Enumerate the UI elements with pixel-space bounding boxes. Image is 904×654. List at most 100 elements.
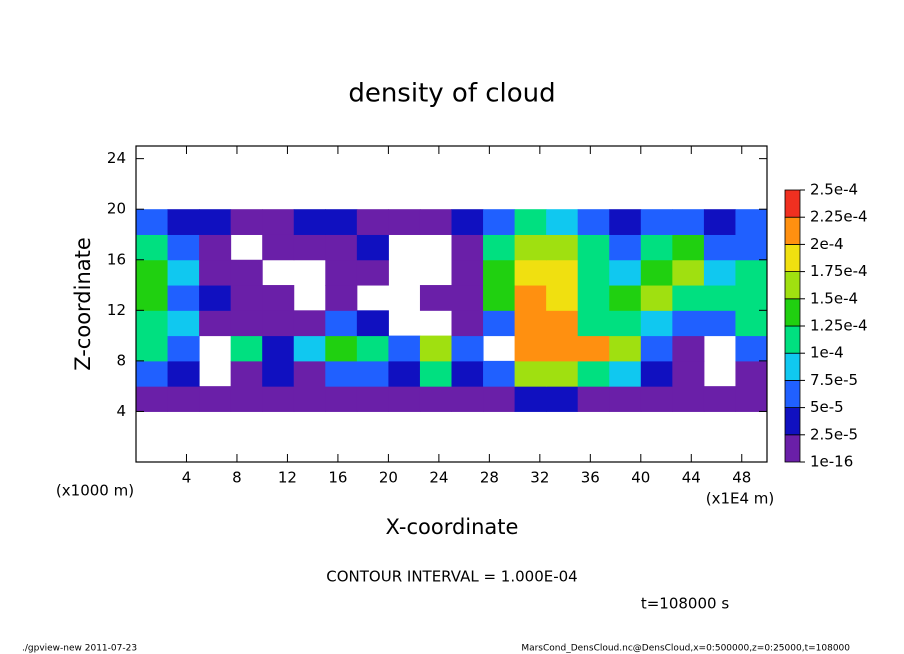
cell (609, 360, 642, 387)
cell (136, 259, 169, 286)
cell (167, 209, 200, 235)
cell (356, 386, 389, 412)
colorbar-box (784, 434, 801, 463)
x-tick-label: 48 (732, 469, 751, 487)
x-axis-label: X-coordinate (386, 515, 519, 539)
colorbar-box (784, 407, 801, 436)
x-tick-label: 44 (682, 469, 701, 487)
cell (199, 386, 232, 412)
y-unit: (x1000 m) (56, 482, 134, 500)
cell (483, 259, 516, 286)
colorbar-box (784, 243, 801, 272)
cell (483, 310, 516, 337)
cell (514, 360, 547, 387)
cell (577, 335, 610, 362)
cell (483, 285, 516, 311)
cell (199, 310, 232, 337)
cell (703, 285, 736, 311)
cell (640, 259, 673, 286)
y-tick-label: 4 (116, 402, 126, 420)
cell (451, 209, 484, 235)
colorbar-box (784, 352, 801, 381)
cell (325, 360, 358, 387)
cell (640, 360, 673, 387)
y-tick-label: 12 (107, 301, 126, 319)
cell (735, 335, 768, 362)
cell (735, 209, 768, 235)
cell (546, 310, 579, 337)
cell (388, 360, 421, 387)
cell (136, 335, 169, 362)
cell (230, 285, 263, 311)
cell (419, 335, 452, 362)
cell (325, 335, 358, 362)
cell (672, 285, 705, 311)
cell (451, 386, 484, 412)
cell (230, 335, 263, 362)
cell (356, 310, 389, 337)
cell (640, 335, 673, 362)
cell (672, 310, 705, 337)
cell (483, 234, 516, 261)
cell (356, 209, 389, 235)
cell (735, 285, 768, 311)
cell (735, 234, 768, 261)
cell (262, 386, 295, 412)
cell (199, 209, 232, 235)
cell (672, 386, 705, 412)
colorbar-label: 1.25e-4 (810, 317, 868, 335)
cell (703, 386, 736, 412)
cell (609, 386, 642, 412)
cell (609, 335, 642, 362)
cell (419, 386, 452, 412)
cell (672, 360, 705, 387)
cell (483, 209, 516, 235)
x-tick-label: 20 (379, 469, 398, 487)
cell (356, 335, 389, 362)
footer-left: ./gpview-new 2011-07-23 (22, 644, 137, 654)
cell (136, 209, 169, 235)
x-tick-label: 4 (182, 469, 192, 487)
cell (388, 209, 421, 235)
cell (419, 209, 452, 235)
chart-title: density of cloud (348, 79, 555, 109)
contour-interval: CONTOUR INTERVAL = 1.000E-04 (326, 568, 577, 586)
cell (293, 386, 326, 412)
cell (640, 234, 673, 261)
cell (325, 285, 358, 311)
cell (672, 335, 705, 362)
x-tick-label: 28 (480, 469, 499, 487)
plot-frame (135, 145, 768, 463)
cell (262, 360, 295, 387)
cell (293, 234, 326, 261)
x-unit: (x1E4 m) (706, 490, 775, 508)
cell (325, 310, 358, 337)
cell (230, 386, 263, 412)
cell (356, 234, 389, 261)
cell (293, 360, 326, 387)
cell (136, 234, 169, 261)
colorbar-box (784, 298, 801, 327)
cell (167, 310, 200, 337)
cell (199, 234, 232, 261)
cell (546, 209, 579, 235)
cell (136, 360, 169, 387)
cell (514, 234, 547, 261)
cell (514, 259, 547, 286)
time-label: t=108000 s (641, 595, 729, 613)
x-tick-label: 36 (581, 469, 600, 487)
colorbar-label: 2e-4 (810, 235, 844, 253)
cell (451, 335, 484, 362)
cell (325, 259, 358, 286)
cell (262, 285, 295, 311)
cell (577, 386, 610, 412)
cell (451, 285, 484, 311)
footer-right: MarsCond_DensCloud.nc@DensCloud,x=0:5000… (521, 644, 850, 654)
cell (703, 259, 736, 286)
cell (609, 285, 642, 311)
cell (262, 209, 295, 235)
cell (325, 209, 358, 235)
cell (356, 360, 389, 387)
